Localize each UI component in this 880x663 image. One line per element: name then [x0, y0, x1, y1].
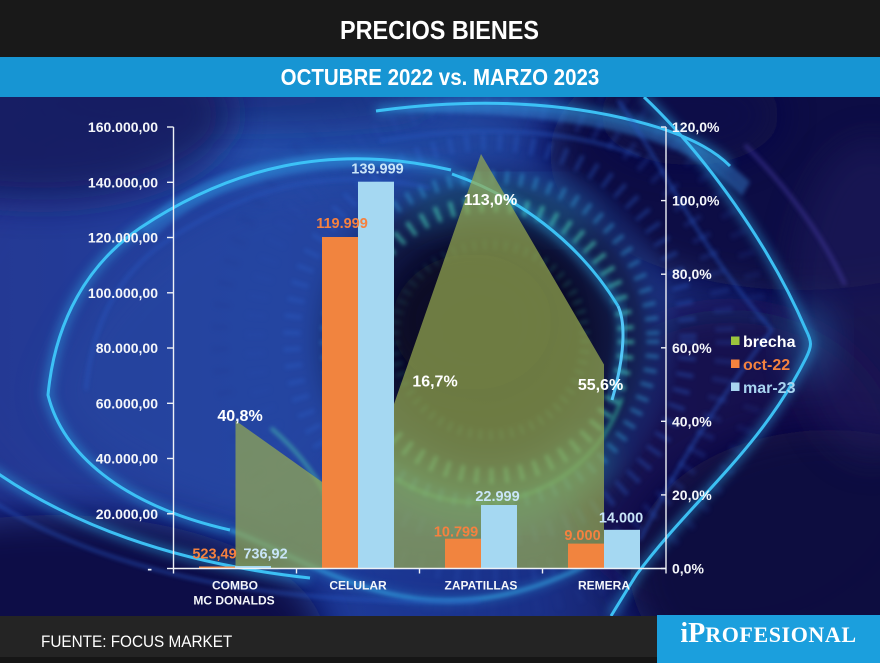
svg-text:80.000,00: 80.000,00: [96, 340, 158, 356]
svg-text:brecha: brecha: [743, 334, 796, 351]
svg-text:oct-22: oct-22: [743, 357, 790, 374]
svg-text:CELULAR: CELULAR: [329, 579, 387, 593]
svg-text:60,0%: 60,0%: [672, 340, 712, 356]
svg-text:139.999: 139.999: [351, 162, 403, 178]
svg-text:-: -: [147, 561, 152, 577]
svg-text:40,0%: 40,0%: [672, 413, 712, 429]
svg-text:14.000: 14.000: [599, 511, 643, 527]
svg-text:80,0%: 80,0%: [672, 266, 712, 282]
svg-text:10.799: 10.799: [434, 525, 478, 541]
svg-text:9.000: 9.000: [564, 528, 600, 544]
svg-text:736,92: 736,92: [243, 547, 287, 563]
svg-text:120.000,00: 120.000,00: [88, 230, 158, 246]
svg-text:MC DONALDS: MC DONALDS: [193, 594, 274, 608]
svg-text:20.000,00: 20.000,00: [96, 506, 158, 522]
svg-text:ZAPATILLAS: ZAPATILLAS: [445, 579, 518, 593]
svg-text:120,0%: 120,0%: [672, 119, 720, 135]
svg-text:55,6%: 55,6%: [578, 377, 623, 394]
svg-text:16,7%: 16,7%: [412, 374, 457, 391]
svg-text:REMERA: REMERA: [578, 579, 630, 593]
svg-text:100.000,00: 100.000,00: [88, 285, 158, 301]
svg-text:140.000,00: 140.000,00: [88, 174, 158, 190]
svg-text:523,49: 523,49: [192, 547, 236, 563]
svg-text:40.000,00: 40.000,00: [96, 451, 158, 467]
svg-text:113,0%: 113,0%: [464, 192, 517, 209]
svg-text:20,0%: 20,0%: [672, 487, 712, 503]
svg-text:119.999: 119.999: [316, 216, 368, 232]
svg-text:40,8%: 40,8%: [217, 408, 262, 425]
svg-text:60.000,00: 60.000,00: [96, 395, 158, 411]
svg-text:COMBO: COMBO: [212, 579, 258, 593]
svg-text:mar-23: mar-23: [743, 380, 796, 397]
svg-text:100,0%: 100,0%: [672, 193, 720, 209]
svg-text:0,0%: 0,0%: [672, 561, 704, 577]
svg-text:22.999: 22.999: [475, 489, 519, 505]
svg-text:160.000,00: 160.000,00: [88, 119, 158, 135]
